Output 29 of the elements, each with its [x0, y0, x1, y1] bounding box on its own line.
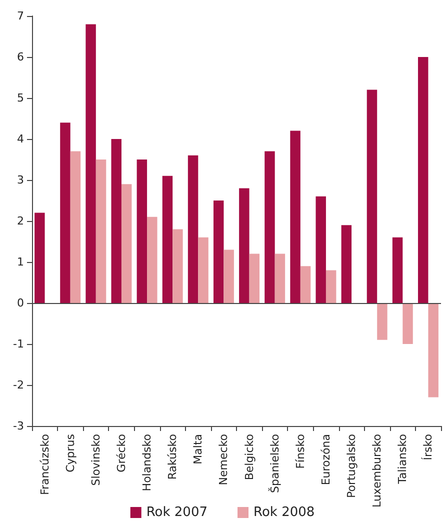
- y-tick-label: 2: [17, 214, 24, 228]
- x-tick-label: Taliansko: [396, 434, 410, 485]
- y-tick-label: -1: [13, 338, 24, 350]
- x-tick-label: Malta: [192, 434, 205, 464]
- x-tick-label: Luxembursko: [370, 434, 384, 508]
- x-tick-label: Fínsko: [294, 434, 307, 469]
- x-tick-label: Slovinsko: [89, 434, 102, 486]
- x-tick-label: Portugalsko: [345, 434, 358, 498]
- x-tick-label: Francúzsko: [38, 434, 52, 495]
- x-tick-label: Nemecko: [217, 434, 230, 486]
- y-tick-label: 5: [17, 92, 24, 104]
- y-tick-label: -3: [13, 420, 24, 432]
- y-tick-label: 0: [17, 296, 24, 310]
- x-tick-label: Eurozóna: [319, 434, 332, 486]
- y-tick-label: 1: [17, 256, 24, 268]
- x-tick-label: Írsko: [420, 434, 435, 460]
- x-tick-label: Španielsko: [267, 434, 282, 493]
- x-tick-label: Grécko: [114, 434, 128, 472]
- legend-label: Rok 2008: [254, 505, 315, 520]
- y-tick-label: 7: [17, 10, 24, 22]
- x-tick-label: Rakúsko: [166, 434, 180, 480]
- y-tick-label: -2: [13, 378, 24, 392]
- x-tick-label: Belgicko: [242, 434, 256, 480]
- x-tick-label: Cyprus: [64, 434, 77, 472]
- y-tick-label: 3: [17, 174, 24, 186]
- legend-label: Rok 2007: [146, 505, 208, 520]
- y-tick-label: 4: [17, 132, 24, 146]
- y-tick-label: 6: [17, 50, 24, 64]
- x-tick-label: Holandsko: [140, 434, 154, 492]
